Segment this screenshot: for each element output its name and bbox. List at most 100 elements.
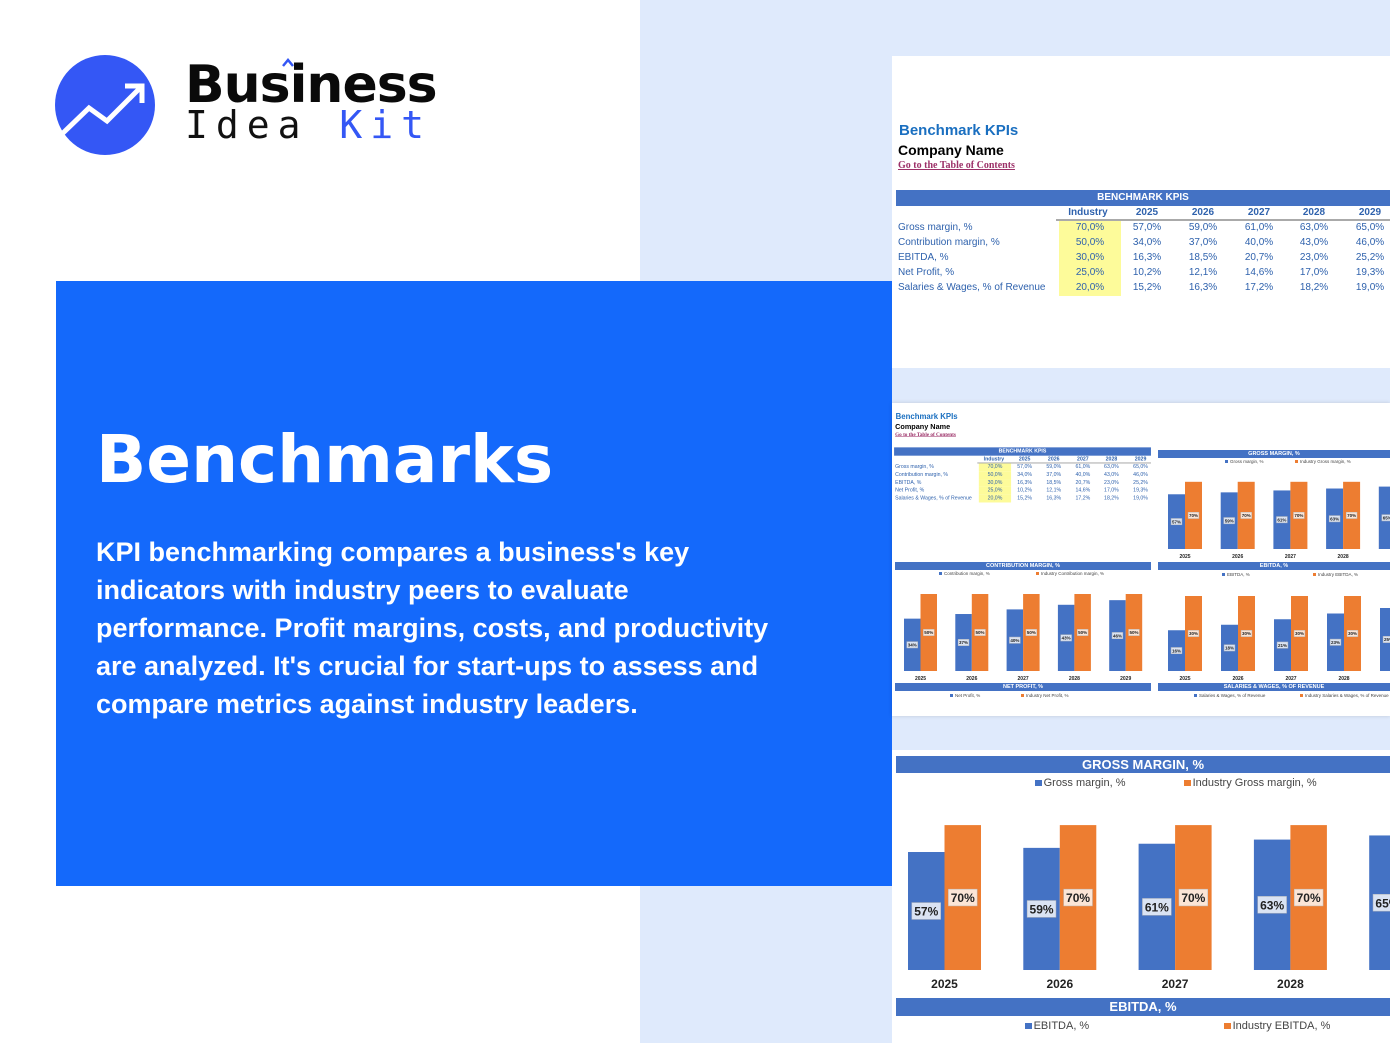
data-label-box (1077, 629, 1089, 636)
value-cell: 16,3% (1046, 495, 1062, 501)
column-header: 2029 (1134, 456, 1147, 462)
value-cell: 19,0% (1355, 282, 1385, 293)
row-label: EBITDA, % (898, 252, 949, 263)
data-label-box (1223, 644, 1236, 652)
data-label: 18% (1225, 646, 1234, 651)
data-label: 59% (1030, 902, 1054, 916)
legend-label: Salaries & Wages, % of Revenue (1199, 693, 1266, 698)
gross-margin-chart-preview: 57% 70% 2025 59% 70% 2026 61% 70% 2027 63% 70% 2028… (892, 750, 1390, 1043)
legend-swatch (1035, 779, 1042, 787)
data-label-box (957, 639, 970, 646)
legend-label: Industry Contribution margin, % (1041, 571, 1105, 576)
column-header: 2025 (1135, 207, 1159, 218)
hero-card: Benchmarks KPI benchmarking compares a b… (56, 281, 892, 886)
legend-item: Industry Salaries & Wages, % of Revenue (1300, 693, 1389, 698)
value-cell: 17,0% (1299, 267, 1329, 278)
data-label: 34% (908, 643, 917, 648)
value-cell: 10,2% (1017, 487, 1032, 494)
legend-swatch (950, 694, 953, 698)
data-label: 63% (1260, 898, 1284, 912)
data-label-box (1372, 894, 1390, 912)
legend-label: Industry Gross margin, % (1192, 777, 1317, 789)
legend-label: Industry EBITDA, % (1232, 1020, 1331, 1032)
legend-swatch (1295, 460, 1298, 464)
table-row: Gross margin, % 70,0% 57,0% 59,0% 61,0% 63,0%… (896, 221, 1390, 236)
data-label: 50% (976, 630, 985, 635)
column-header: Industry (1068, 207, 1108, 218)
row-label: Contribution margin, % (898, 237, 1000, 248)
row-label: Salaries & Wages, % of Revenue (898, 282, 1046, 293)
x-tick-label: 2028 (1338, 554, 1349, 560)
legend-item: Gross margin, % (1225, 459, 1264, 464)
table-column-headers: Industry 2025 2026 2027 2028 2029 (1056, 206, 1390, 221)
industry-value-cell: 30,0% (1059, 251, 1121, 266)
x-tick-label: 2025 (915, 676, 926, 682)
chart-title: GROSS MARGIN, % (896, 756, 1390, 773)
data-label-box (1381, 514, 1390, 522)
value-cell: 17,2% (1075, 495, 1091, 501)
hero-title: Benchmarks (96, 421, 554, 498)
legend-swatch (1025, 1022, 1032, 1030)
legend-swatch (1225, 460, 1228, 464)
legend-item: Industry Gross margin, % (1184, 777, 1317, 789)
industry-value-cell: 70,0% (1059, 221, 1121, 236)
x-tick-label: 2027 (1162, 977, 1189, 991)
data-label: 50% (1129, 630, 1138, 635)
data-label-box (974, 629, 986, 636)
legend-label: Industry Salaries & Wages, % of Revenue (1305, 693, 1389, 698)
legend-swatch (939, 572, 942, 576)
data-label: 43% (1062, 636, 1071, 641)
caret-icon (282, 58, 294, 67)
value-cell: 15,2% (1132, 282, 1162, 293)
value-cell: 34,0% (1017, 471, 1032, 478)
sheet-title: Benchmark KPIs (895, 412, 958, 421)
brand-subtitle: Idea Kit (185, 103, 432, 147)
x-tick-label: 2028 (1338, 676, 1349, 682)
legend-label: Industry Gross margin, % (1300, 459, 1351, 464)
brand-logo: Business Idea Kit (55, 55, 455, 165)
data-label: 30% (1348, 631, 1357, 636)
row-label: Net Profit, % (895, 487, 925, 494)
value-cell: 63,0% (1299, 222, 1329, 233)
value-cell: 43,0% (1299, 237, 1329, 248)
toc-link[interactable]: Go to the Table of Contents (898, 160, 1015, 171)
column-header: 2028 (1302, 207, 1326, 218)
kpi-table: BENCHMARK KPIS Industry 2025 2026 2027 2028 2… (896, 190, 1390, 296)
company-name: Company Name (898, 142, 1004, 158)
industry-value-cell: 50,0% (1059, 236, 1121, 251)
data-label: 70% (1189, 513, 1198, 518)
row-label: Gross margin, % (898, 222, 973, 233)
industry-value-cell: 50,0% (978, 471, 1012, 480)
data-label-box (1293, 630, 1306, 637)
legend-item: Industry Net Profit, % (1021, 693, 1069, 698)
row-label: Contribution margin, % (895, 471, 949, 478)
data-label: 70% (1181, 891, 1205, 905)
value-cell: 20,7% (1075, 479, 1091, 486)
value-cell: 23,0% (1104, 479, 1119, 486)
legend-item: Industry EBITDA, % (1224, 1020, 1330, 1032)
industry-value-cell: 25,0% (978, 486, 1012, 495)
value-cell: 16,3% (1188, 282, 1218, 293)
data-label: 23% (1331, 640, 1340, 645)
data-label-box (1223, 517, 1235, 525)
legend-item: EBITDA, % (1025, 1020, 1089, 1032)
toc-link[interactable]: Go to the Table of Contents (895, 431, 956, 438)
table-row: Contribution margin, % 50,0% 34,0% 37,0% 40,… (894, 471, 1151, 480)
data-label-box (1187, 630, 1200, 637)
legend-label: Industry Net Profit, % (1026, 693, 1069, 698)
data-label: 65% (1383, 516, 1390, 521)
legend-label: Gross margin, % (1230, 459, 1264, 464)
data-label: 37% (959, 640, 968, 645)
value-cell: 12,1% (1188, 267, 1218, 278)
table-header: BENCHMARK KPIS (894, 447, 1151, 456)
value-cell: 14,6% (1075, 487, 1091, 494)
value-cell: 37,0% (1188, 237, 1218, 248)
legend-swatch (1222, 573, 1225, 577)
row-label: EBITDA, % (895, 479, 922, 486)
column-header: 2026 (1191, 207, 1215, 218)
value-cell: 16,3% (1017, 479, 1032, 486)
data-label-box (1276, 641, 1289, 649)
legend-swatch (1194, 694, 1197, 698)
x-tick-label: 2027 (1285, 676, 1296, 682)
data-label: 57% (1172, 519, 1181, 524)
